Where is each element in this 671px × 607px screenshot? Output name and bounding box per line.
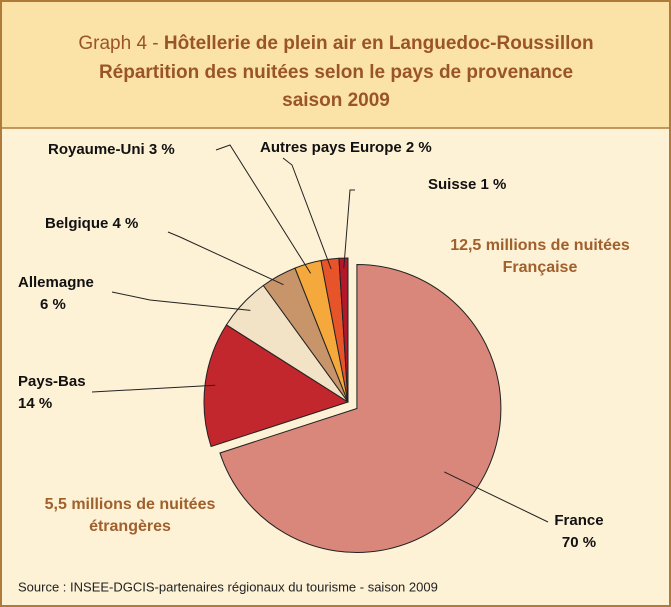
- leader-line: [343, 189, 355, 269]
- title-label: Graph 4 -: [78, 33, 158, 54]
- leader-line: [91, 384, 216, 393]
- slice-value-label: 6 %: [40, 296, 66, 313]
- subtitle: Répartition des nuitées selon le pays de…: [99, 62, 573, 83]
- leader-line: [282, 157, 332, 270]
- slice-name: Belgique: [45, 215, 108, 232]
- annotation: 5,5 millions de nuitées: [45, 496, 216, 513]
- annotation: Française: [503, 259, 578, 276]
- slice-value-label: 14 %: [18, 395, 52, 412]
- title-text: Hôtellerie de plein air en Languedoc-Rou…: [164, 33, 594, 54]
- slice-label: Royaume-Uni 3 %: [48, 141, 175, 158]
- slice-label: Pays-Bas: [18, 373, 86, 390]
- slice-value-label: 4 %: [113, 215, 139, 232]
- leader-line: [444, 471, 549, 523]
- annotation: étrangères: [89, 518, 171, 535]
- slice-label: Allemagne: [18, 274, 94, 291]
- chart-title: Graph 4 - Hôtellerie de plein air en Lan…: [78, 33, 593, 54]
- leader-line: [215, 144, 312, 274]
- slice-label: France: [554, 512, 603, 529]
- slice-value-label: 2 %: [406, 139, 432, 156]
- slice-name: Autres pays Europe: [260, 139, 402, 156]
- slice-name: Suisse: [428, 176, 476, 193]
- slice-label: Suisse 1 %: [428, 176, 506, 193]
- slice-name: Royaume-Uni: [48, 141, 145, 158]
- slice-value-label: 70 %: [562, 534, 596, 551]
- pie-slice: [203, 324, 350, 448]
- header: [2, 2, 669, 128]
- slice-label: Autres pays Europe 2 %: [260, 139, 432, 156]
- slice-value-label: 3 %: [149, 141, 175, 158]
- subtitle: saison 2009: [282, 90, 390, 111]
- annotation: 12,5 millions de nuitées: [450, 237, 630, 254]
- leader-line: [111, 291, 251, 311]
- slice-label: Belgique 4 %: [45, 215, 138, 232]
- pie-slice: [219, 263, 502, 553]
- source: Source : INSEE-DGCIS-partenaires régiona…: [18, 579, 438, 594]
- slice-value-label: 1 %: [481, 176, 507, 193]
- pie-slice: [338, 257, 349, 403]
- leader-line: [167, 231, 284, 286]
